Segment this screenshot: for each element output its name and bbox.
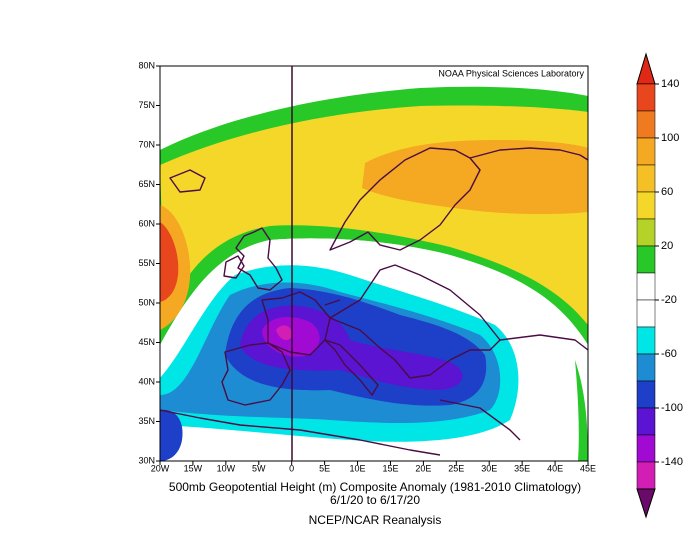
- lat-label: 80N: [138, 60, 155, 70]
- lat-label: 75N: [138, 100, 155, 110]
- colorbar-label: 100: [661, 132, 679, 144]
- colorbar-arrow-top: [636, 52, 656, 85]
- colorbar-label: -20: [661, 294, 677, 306]
- lat-label: 70N: [138, 139, 155, 149]
- colorbar-swatch: [636, 218, 656, 247]
- colorbar-label: -60: [661, 348, 677, 360]
- coastlines: [160, 147, 588, 456]
- credit-box: [404, 67, 587, 80]
- lat-label: 30N: [138, 455, 155, 465]
- credit: NOAA Physical Sciences Laboratory: [438, 68, 584, 78]
- lat-label: 65N: [138, 179, 155, 189]
- colorbar-label: 20: [661, 240, 673, 252]
- lon-label: 30E: [481, 463, 497, 473]
- lat-label: 60N: [138, 218, 155, 228]
- colorbar-arrow-bottom: [636, 488, 656, 519]
- colorbar-label: 140: [661, 78, 679, 90]
- caption-dates: 6/1/20 to 6/17/20: [330, 493, 420, 507]
- lon-label: 5E: [319, 463, 330, 473]
- colorbar-swatch: [636, 137, 656, 166]
- caption-source: NCEP/NCAR Reanalysis: [309, 513, 442, 527]
- lon-label: 10E: [350, 463, 366, 473]
- colorbar-swatch: [636, 326, 656, 355]
- lon-label: 40E: [547, 463, 563, 473]
- colorbar-label: -100: [661, 402, 683, 414]
- lat-label: 35N: [138, 416, 155, 426]
- colorbar-swatch: [636, 191, 656, 220]
- lon-label: 20W: [151, 463, 170, 473]
- lon-label: 25E: [448, 463, 464, 473]
- lon-label: 35E: [514, 463, 530, 473]
- colorbar-label: -140: [661, 456, 683, 468]
- lat-label: 50N: [138, 297, 155, 307]
- lat-label: 40N: [138, 376, 155, 386]
- colorbar: 140 100 60 20 -20 -60 -100 -140: [636, 52, 683, 519]
- colorbar-swatch: [636, 83, 656, 112]
- colorbar-swatch: [636, 245, 656, 274]
- colorbar-label: 60: [661, 186, 673, 198]
- colorbar-swatch: [636, 299, 656, 328]
- lon-label: 15E: [382, 463, 398, 473]
- colorbar-swatch: [636, 164, 656, 193]
- lat-label: 45N: [138, 337, 155, 347]
- colorbar-swatch: [636, 380, 656, 409]
- lon-label: 0: [289, 463, 294, 473]
- colorbar-swatch: [636, 461, 656, 490]
- lon-label: 45E: [580, 463, 596, 473]
- colorbar-swatch: [636, 353, 656, 382]
- lon-label: 20E: [415, 463, 431, 473]
- caption-title: 500mb Geopotential Height (m) Composite …: [169, 480, 581, 494]
- lon-label: 5W: [252, 463, 266, 473]
- colorbar-swatch: [636, 434, 656, 463]
- lon-label: 10W: [217, 463, 236, 473]
- lon-label: 15W: [184, 463, 203, 473]
- colorbar-swatch: [636, 272, 656, 301]
- lat-label: 55N: [138, 258, 155, 268]
- anomaly-field: [160, 66, 588, 461]
- colorbar-swatch: [636, 407, 656, 436]
- colorbar-swatch: [636, 110, 656, 139]
